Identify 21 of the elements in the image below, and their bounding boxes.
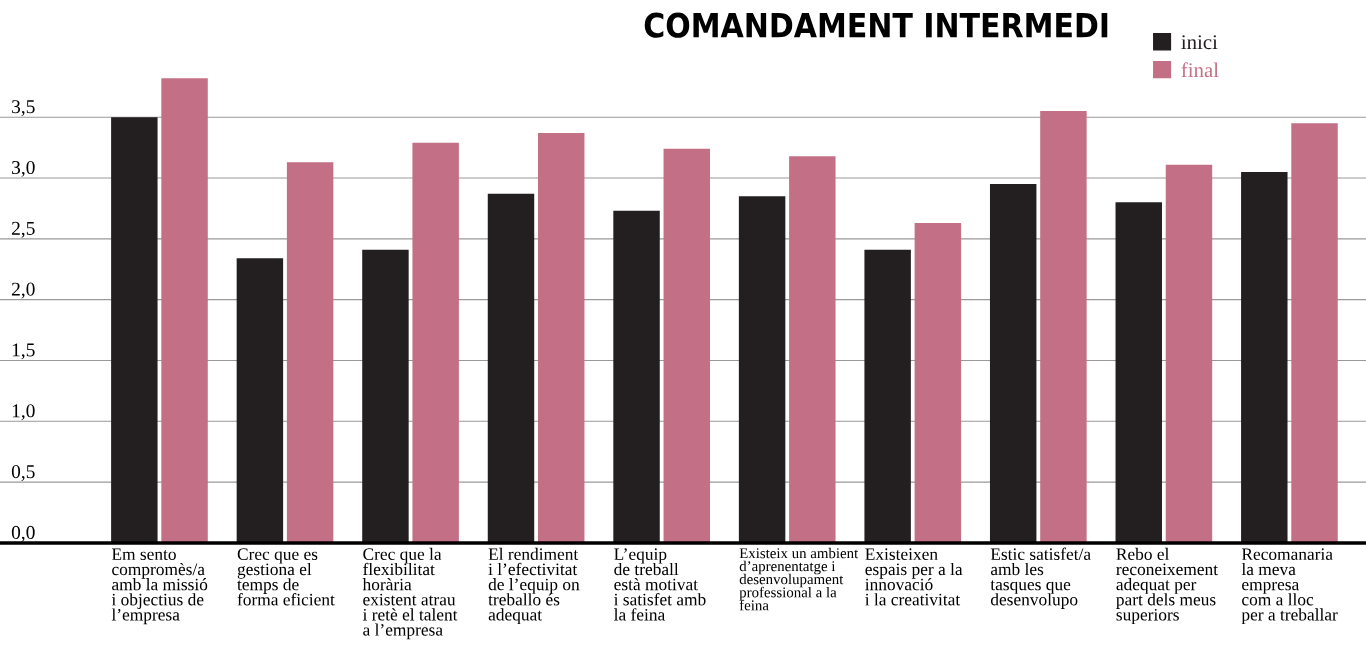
y-tick-label: 3,0 [12, 160, 35, 177]
y-tick-label: 1,5 [12, 343, 35, 360]
legend-label: inici [1181, 35, 1218, 50]
y-tick-label: 2,5 [11, 221, 35, 238]
x-tick-label: Recomanaria la meva empresa com a lloc per a treballar [1241, 548, 1338, 625]
y-tick-label: 3,5 [12, 100, 35, 117]
x-tick-label: Existeixen espais per a la innovació i la creativitat [865, 548, 963, 606]
x-tick-label: Estic satisfet/a amb les tasques que desenvolupo [990, 547, 1091, 609]
y-tick-label: 2,0 [11, 282, 35, 299]
x-tick-label: L’equip de treball està motivat i satisfet amb la feina [614, 548, 706, 621]
legend-label: final [1181, 62, 1219, 78]
x-tick-label: Crec que es gestiona el temps de forma eficient [237, 548, 335, 606]
y-tick-label: 0,5 [11, 465, 35, 481]
x-tick-label: Em sento compromès/a amb la missió i objectius de l’empresa [111, 548, 208, 625]
x-tick-label: El rendiment i l’efectivitat de l’equip on treballo és adequat [488, 547, 580, 625]
x-tick-label: Rebo el reconeixement adequat per part dels meus superiors [1116, 547, 1218, 625]
y-tick-label: 0,0 [11, 525, 35, 542]
chart-title: COMANDAMENT INTERMEDI [644, 12, 1108, 38]
x-tick-label: Crec que la flexibilitat horària existent atrau i retè el talent a l’empresa [362, 547, 458, 640]
x-tick-label: Existeix un ambient d’aprenentatge i desenvolupament professional a la feina [739, 547, 859, 611]
y-tick-label: 1,0 [12, 404, 35, 421]
